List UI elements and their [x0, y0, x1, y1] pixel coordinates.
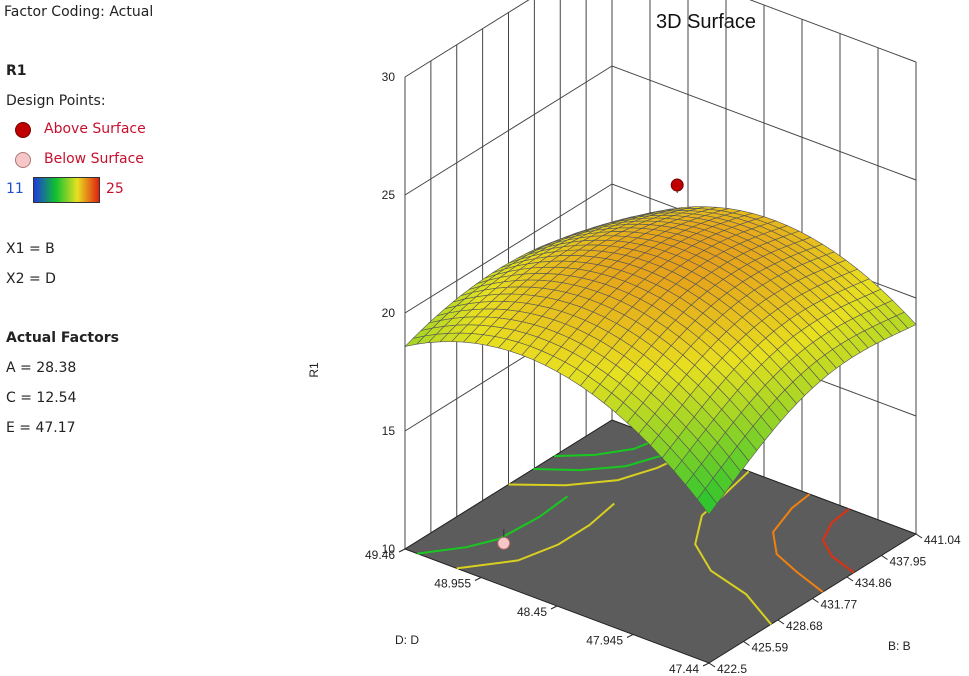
x-tick-label: 425.59 — [752, 641, 789, 655]
y-tick-mark — [702, 662, 710, 667]
z-tick-label: 25 — [382, 188, 396, 202]
x-tick-label: 431.77 — [821, 598, 858, 612]
above-surface-label: Above Surface — [44, 121, 146, 137]
x-axis: 422.5 425.59 428.68 431.77 434.86 437.95 441.0… — [708, 533, 961, 676]
chart-title: 3D Surface — [656, 11, 756, 33]
actual-factors-title: Actual Factors — [6, 330, 119, 346]
x-tick-label: 428.68 — [786, 619, 823, 633]
color-scale-bar — [33, 177, 100, 203]
x-tick-mark — [881, 555, 888, 560]
design-point-below — [497, 536, 511, 550]
response-name: R1 — [6, 63, 27, 79]
y-axis-title: D: D — [395, 633, 419, 647]
scale-min-label: 11 — [6, 181, 24, 197]
x-tick-mark — [915, 533, 923, 539]
x-axis-title: B: B — [888, 639, 911, 653]
y-tick-label: 48.45 — [517, 605, 547, 619]
x-tick-mark — [743, 641, 750, 646]
x-tick-mark — [812, 598, 819, 603]
y-axis: 47.44 47.945 48.45 48.955 49.46 D: D — [365, 548, 710, 676]
x-tick-mark — [777, 619, 785, 625]
x-tick-mark — [846, 576, 854, 582]
z-tick-label: 15 — [382, 424, 396, 438]
below-surface-label: Below Surface — [44, 151, 144, 167]
x-tick-label: 437.95 — [890, 555, 927, 569]
y-tick-mark — [626, 634, 634, 638]
y-tick-label: 49.46 — [365, 548, 395, 562]
x2-assignment: X2 = D — [6, 271, 56, 287]
y-tick-label: 48.955 — [434, 577, 471, 591]
y-tick-label: 47.44 — [669, 662, 699, 676]
response-surface — [404, 206, 917, 515]
factor-a-value: A = 28.38 — [6, 360, 77, 376]
scale-max-label: 25 — [106, 181, 124, 197]
x-tick-label: 434.86 — [855, 576, 892, 590]
y-tick-mark — [474, 577, 482, 581]
y-tick-mark — [550, 605, 558, 610]
factor-coding-label: Factor Coding: Actual — [4, 4, 154, 20]
legend-panel: Factor Coding: Actual R1 Design Points: … — [0, 0, 300, 676]
x-tick-label: 422.5 — [717, 662, 747, 676]
z-tick-label: 10 — [382, 542, 396, 556]
y-tick-mark — [398, 548, 406, 553]
x-tick-label: 441.04 — [924, 533, 961, 547]
above-surface-marker-icon — [15, 122, 31, 138]
y-tick-label: 47.945 — [586, 634, 623, 648]
factor-c-value: C = 12.54 — [6, 390, 77, 406]
x-tick-mark — [708, 662, 716, 668]
below-surface-marker-icon — [15, 152, 31, 168]
factor-e-value: E = 47.17 — [6, 420, 76, 436]
design-point-above — [670, 178, 684, 192]
z-axis: 10 15 20 25 30 R1 — [307, 70, 395, 556]
z-tick-label: 30 — [382, 70, 396, 84]
design-points-label: Design Points: — [6, 93, 106, 109]
z-axis-title: R1 — [307, 362, 321, 378]
z-tick-label: 20 — [382, 306, 396, 320]
x1-assignment: X1 = B — [6, 241, 55, 257]
